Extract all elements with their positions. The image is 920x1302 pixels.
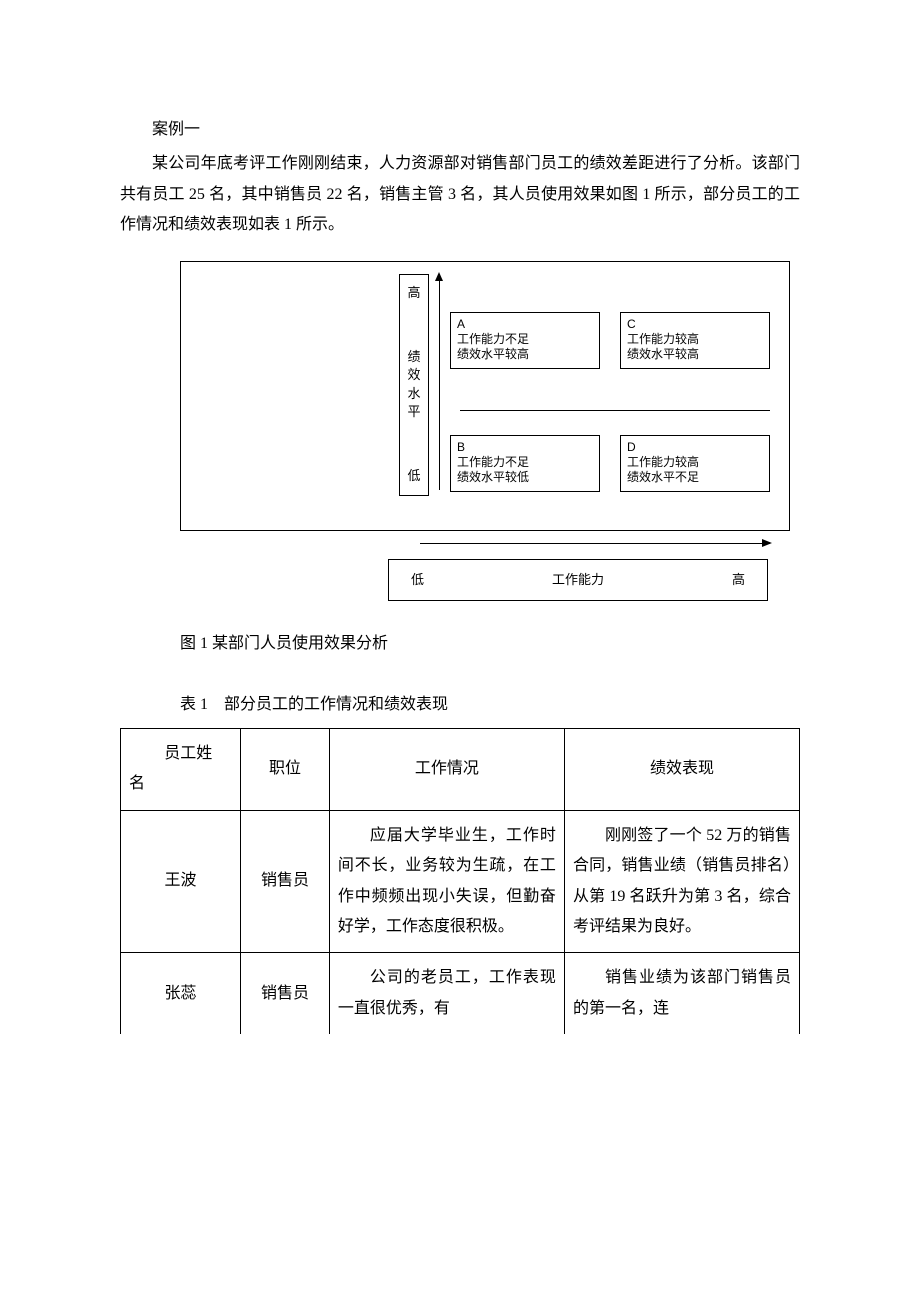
quad-b-line1: 工作能力不足 <box>457 455 529 469</box>
quad-d-line2: 绩效水平不足 <box>627 470 699 484</box>
quad-a-label: A <box>457 317 465 331</box>
quad-c-line2: 绩效水平较高 <box>627 347 699 361</box>
mid-divider <box>460 410 770 411</box>
cell-work: 应届大学毕业生，工作时间不长，业务较为生疏，在工作中频频出现小失误，但勤奋好学，… <box>329 810 564 953</box>
x-arrow-icon <box>420 543 770 553</box>
quad-c-label: C <box>627 317 636 331</box>
y-axis-high: 高 <box>407 281 420 306</box>
quadrant-area: A 工作能力不足 绩效水平较高 C 工作能力较高 绩效水平较高 B 工作能力不足… <box>439 280 779 490</box>
table-row: 张蕊 销售员 公司的老员工，工作表现一直很优秀，有 销售业绩为该部门销售员的第一… <box>121 953 800 1034</box>
cell-position: 销售员 <box>241 810 330 953</box>
x-axis-low: 低 <box>411 568 424 593</box>
col-header-position: 职位 <box>241 729 330 811</box>
quad-c-line1: 工作能力较高 <box>627 332 699 346</box>
table-caption: 表 1 部分员工的工作情况和绩效表现 <box>180 690 800 720</box>
cell-performance: 销售业绩为该部门销售员的第一名，连 <box>564 953 799 1034</box>
quad-b-label: B <box>457 440 465 454</box>
quad-d-line1: 工作能力较高 <box>627 455 699 469</box>
quadrant-diagram: 高 绩 效 水 平 低 A 工作能力不足 绩效水平较高 C 工作能力较高 绩效水… <box>180 261 790 531</box>
cell-name: 王波 <box>121 810 241 953</box>
quad-d-label: D <box>627 440 636 454</box>
cell-performance: 刚刚签了一个 52 万的销售合同，销售业绩（销售员排名）从第 19 名跃升为第 … <box>564 810 799 953</box>
cell-position: 销售员 <box>241 953 330 1034</box>
x-axis: 低 工作能力 高 <box>388 559 768 602</box>
quadrant-b: B 工作能力不足 绩效水平较低 <box>450 435 600 492</box>
x-axis-high: 高 <box>732 568 745 593</box>
table-header-row: 员工姓名 职位 工作情况 绩效表现 <box>121 729 800 811</box>
figure-caption: 图 1 某部门人员使用效果分析 <box>180 629 800 659</box>
table-row: 王波 销售员 应届大学毕业生，工作时间不长，业务较为生疏，在工作中频频出现小失误… <box>121 810 800 953</box>
col-header-work: 工作情况 <box>329 729 564 811</box>
col-header-name: 员工姓名 <box>121 729 241 811</box>
y-axis-label: 绩 效 水 平 <box>407 348 420 421</box>
case-heading: 案例一 <box>120 115 800 145</box>
cell-work: 公司的老员工，工作表现一直很优秀，有 <box>329 953 564 1034</box>
quad-b-line2: 绩效水平较低 <box>457 470 529 484</box>
cell-name: 张蕊 <box>121 953 241 1034</box>
col-header-performance: 绩效表现 <box>564 729 799 811</box>
quadrant-d: D 工作能力较高 绩效水平不足 <box>620 435 770 492</box>
quad-a-line2: 绩效水平较高 <box>457 347 529 361</box>
quadrant-c: C 工作能力较高 绩效水平较高 <box>620 312 770 369</box>
x-axis-label: 工作能力 <box>552 568 604 593</box>
y-axis-low: 低 <box>407 464 420 489</box>
quadrant-a: A 工作能力不足 绩效水平较高 <box>450 312 600 369</box>
intro-paragraph: 某公司年底考评工作刚刚结束，人力资源部对销售部门员工的绩效差距进行了分析。该部门… <box>120 149 800 240</box>
quad-a-line1: 工作能力不足 <box>457 332 529 346</box>
y-axis: 高 绩 效 水 平 低 <box>399 274 429 496</box>
employee-table: 员工姓名 职位 工作情况 绩效表现 王波 销售员 应届大学毕业生，工作时间不长，… <box>120 728 800 1034</box>
